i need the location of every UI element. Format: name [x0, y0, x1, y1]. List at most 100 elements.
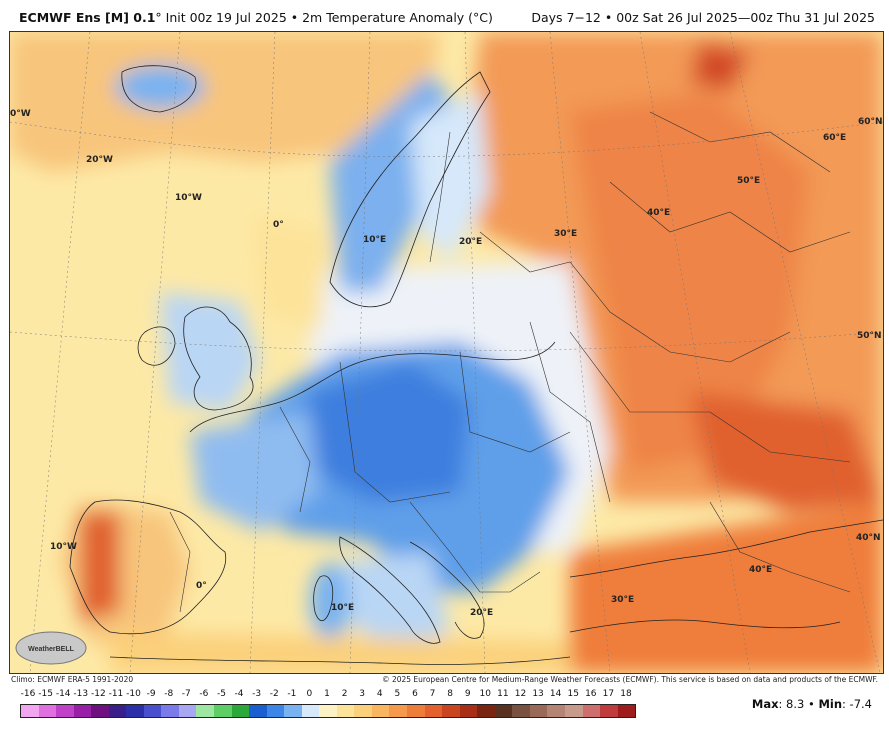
coord-label: 10°E: [331, 603, 355, 613]
scale-tick-label: 13: [532, 689, 544, 699]
france-cool-area: [190, 412, 320, 532]
border-line: [459, 351, 571, 453]
copyright-note: © 2025 European Centre for Medium-Range …: [382, 675, 878, 684]
map-canvas: [10, 32, 883, 673]
scale-tick-label: 6: [412, 689, 418, 699]
iceland-coast: [121, 65, 197, 113]
colorbar-swatch: [477, 705, 495, 717]
svg-text:WeatherBELL: WeatherBELL: [28, 646, 74, 653]
scale-tick-label: 14: [549, 689, 562, 699]
coord-label: 10°E: [363, 235, 387, 245]
coord-label: 0°: [273, 220, 284, 230]
scale-tick-label: 3: [359, 689, 366, 699]
caspian-hot-area: [690, 392, 883, 512]
border-line: [169, 511, 191, 613]
colorbar-swatch: [73, 705, 92, 717]
balkans-coast: [409, 541, 485, 639]
scale-tick-label: -5: [216, 689, 226, 699]
colorbar-swatch: [108, 705, 127, 717]
scale-tick-label: -2: [269, 689, 279, 699]
map-header: ECMWF Ens [M] 0.1° Init 00z 19 Jul 2025 …: [0, 0, 889, 30]
scale-tick-label: -4: [234, 689, 244, 699]
border-line: [649, 111, 831, 173]
valid-period: Days 7−12 • 00z Sat 26 Jul 2025—00z Thu …: [531, 10, 875, 25]
scale-tick-label: 11: [497, 689, 509, 699]
longitude-line: [249, 32, 276, 673]
border-line: [709, 501, 851, 593]
scale-tick-label: 5: [394, 689, 401, 699]
colorbar-swatch: [161, 705, 179, 717]
border-line: [339, 361, 451, 503]
scale-tick-label: 12: [514, 689, 527, 699]
coord-label: 20°W: [86, 155, 113, 165]
colorbar-swatch: [284, 705, 302, 717]
scale-tick-label: -8: [164, 689, 174, 699]
colorbar-swatch: [529, 705, 548, 717]
border-line: [409, 501, 541, 593]
weatherbell-logo: WeatherBELL: [15, 631, 87, 665]
colorbar-swatch: [38, 705, 57, 717]
longitude-line: [349, 32, 371, 673]
anomaly-field: [10, 32, 883, 673]
arctic-hot-spot: [690, 42, 750, 92]
coord-label: 40°E: [647, 208, 671, 218]
coord-label: 50°N: [857, 331, 882, 341]
russia-hot-area: [570, 92, 810, 472]
scale-tick-label: 15: [567, 689, 579, 699]
north-sea-mild-area: [250, 212, 330, 332]
portugal-hot-area: [80, 512, 120, 622]
border-line: [279, 406, 311, 513]
north-europe-coast: [189, 341, 556, 433]
sardinia-coast: [313, 575, 334, 622]
italy-coast: [339, 536, 441, 644]
scale-tick-label: 1: [324, 689, 330, 699]
scale-labels: -16 -15 -14 -13 -12 -11 -10 -9 -8 -7 -6 -5 -4 -3 -2 -1 0…: [20, 689, 635, 703]
colorbar-swatch: [564, 705, 583, 717]
north-africa-mild-area: [110, 632, 570, 673]
scale-tick-label: -14: [55, 689, 71, 699]
ireland-coast: [137, 326, 176, 366]
coord-label: 10°W: [50, 542, 77, 552]
colorbar-swatch: [494, 705, 513, 717]
coord-label: 20°E: [470, 608, 494, 618]
coastlines: [69, 65, 883, 665]
coord-label: 40°E: [749, 565, 773, 575]
max-label: Max: [751, 697, 779, 711]
coord-label: 0°: [196, 581, 207, 591]
latitude-line: [10, 121, 883, 157]
coord-label: 20°E: [459, 237, 483, 247]
uk-cool-area: [160, 292, 260, 412]
colorbar-swatch: [178, 705, 197, 717]
colorbar-swatch: [371, 705, 390, 717]
scale-tick-label: 18: [620, 689, 632, 699]
colorbar-swatch: [547, 705, 565, 717]
iberia-coast: [69, 499, 227, 635]
scale-tick-label: -16: [20, 689, 36, 699]
colorbar-swatch: [617, 705, 636, 717]
colorbar-swatch: [266, 705, 285, 717]
scale-tick-label: -1: [287, 689, 297, 699]
scale-tick-label: -9: [146, 689, 156, 699]
country-borders: [169, 111, 851, 613]
map-title: ECMWF Ens [M] 0.1° Init 00z 19 Jul 2025 …: [19, 10, 493, 25]
min-value: : -7.4: [842, 697, 872, 711]
longitude-line: [549, 32, 611, 673]
africa-coast: [109, 656, 571, 665]
temperature-anomaly-map: 0°W 20°W 10°W 0° 10°E 20°E 30°E 40°E 50°…: [9, 31, 884, 674]
scale-tick-label: -11: [108, 689, 124, 699]
colorbar-swatch: [196, 705, 215, 717]
italy-cool-area: [340, 552, 450, 652]
coord-label: 60°N: [858, 117, 883, 127]
border-line: [609, 181, 851, 253]
scale-tick-label: -15: [38, 689, 53, 699]
colorbar-swatch: [319, 705, 337, 717]
scale-tick-label: -12: [90, 689, 106, 699]
scale-tick-label: 7: [429, 689, 436, 699]
colorbar-swatch: [301, 705, 320, 717]
climo-note: Climo: ECMWF ERA-5 1991-2020: [11, 675, 134, 684]
sweden-neutral-area: [410, 92, 490, 262]
great-britain-coast: [183, 306, 254, 411]
colorbar-swatch: [600, 705, 618, 717]
border-line: [429, 131, 451, 263]
scale-tick-label: -3: [252, 689, 262, 699]
